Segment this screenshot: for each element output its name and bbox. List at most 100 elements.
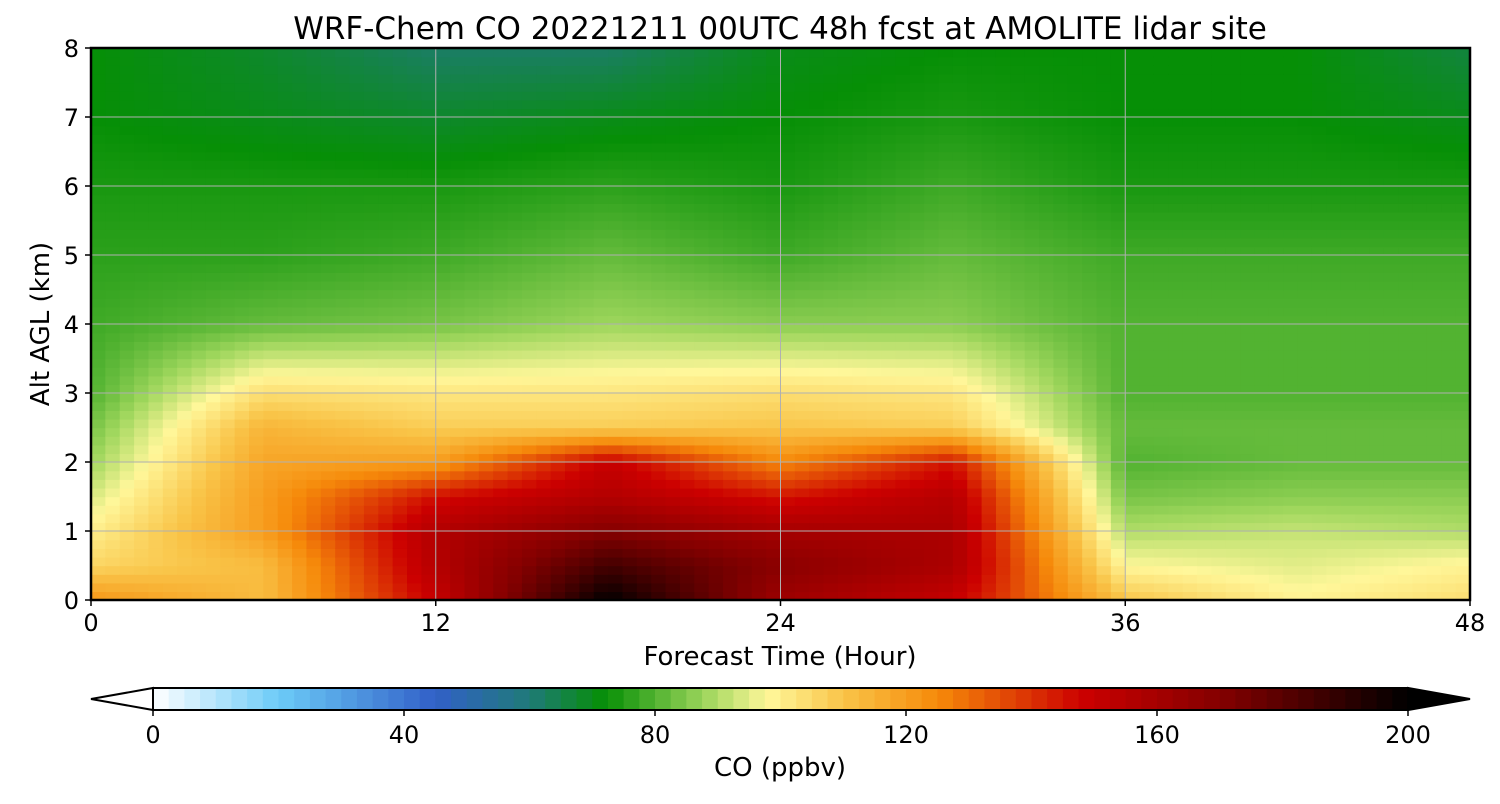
heat-cell [277, 99, 293, 110]
heat-cell [938, 237, 954, 248]
heat-cell [565, 513, 581, 524]
heat-cell [694, 410, 710, 420]
heat-cell [952, 108, 968, 118]
heat-cell [407, 349, 423, 360]
heat-cell [651, 375, 667, 386]
heat-cell [234, 289, 250, 299]
heat-cell [378, 99, 394, 110]
heat-cell [277, 462, 293, 472]
heat-cell [608, 142, 624, 153]
heat-cell [895, 289, 911, 299]
heat-cell [909, 367, 925, 377]
heat-cell [134, 453, 150, 463]
heat-cell [306, 487, 322, 498]
heat-cell [220, 99, 236, 110]
heat-cell [593, 220, 609, 230]
heat-cell [349, 298, 365, 308]
heat-cell [478, 151, 494, 161]
heat-cell [780, 48, 796, 58]
heat-cell [708, 151, 724, 161]
heat-cell [981, 470, 997, 480]
heat-cell [363, 505, 379, 515]
heat-cell [205, 168, 221, 179]
heat-cell [708, 306, 724, 317]
heat-cell [866, 117, 882, 127]
heat-cell [507, 487, 523, 498]
heat-cell [751, 522, 767, 532]
heat-cell [1197, 177, 1213, 187]
heat-cell [335, 444, 351, 455]
heat-cell [1153, 82, 1170, 92]
heat-cell [249, 177, 265, 187]
heat-cell [1096, 73, 1112, 84]
heat-cell [823, 384, 839, 394]
heat-cell [780, 591, 796, 601]
heat-cell [421, 160, 437, 170]
heat-cell [421, 134, 437, 144]
heat-cell [1067, 211, 1083, 222]
heat-cell [105, 91, 121, 101]
heat-cell [177, 505, 193, 515]
heat-cell [91, 168, 107, 179]
heat-cell [895, 453, 911, 463]
heat-cell [148, 315, 164, 325]
heat-cell [938, 479, 954, 489]
heat-cell [1082, 73, 1098, 84]
plot-area [89, 46, 1472, 602]
heat-cell [1082, 246, 1098, 256]
heat-cell [320, 479, 336, 489]
heat-cell [349, 470, 365, 480]
heat-cell [191, 56, 207, 66]
heat-cell [493, 211, 509, 222]
heat-cell [421, 306, 437, 317]
heat-cell [320, 341, 336, 351]
heat-cell [794, 367, 810, 377]
heat-cell [708, 332, 724, 342]
heat-cell [809, 272, 825, 282]
heat-cell [363, 574, 379, 584]
heat-cell [1110, 341, 1126, 351]
heat-cell [392, 548, 408, 558]
heat-cell [378, 255, 394, 265]
heat-cell [550, 151, 566, 161]
heat-cell [378, 211, 394, 222]
heat-cell [249, 194, 265, 204]
heat-cell [478, 582, 494, 593]
heat-cell [909, 548, 925, 558]
heat-cell [995, 332, 1012, 342]
heat-cell [249, 565, 265, 575]
heat-cell [1125, 444, 1141, 455]
heat-cell [866, 539, 882, 549]
heat-cell [363, 306, 379, 317]
heat-cell [363, 410, 379, 420]
heat-cell [349, 142, 365, 153]
heat-cell [809, 142, 825, 153]
heat-cell [177, 211, 193, 222]
heat-cell [450, 117, 466, 127]
heat-cell [952, 444, 968, 455]
heat-cell [766, 177, 782, 187]
heat-cell [478, 65, 494, 75]
heat-cell [335, 531, 351, 541]
heat-cell [177, 229, 193, 239]
heat-cell [593, 142, 609, 153]
heat-cell [1039, 246, 1055, 256]
heat-cell [205, 306, 221, 317]
heat-cell [952, 548, 968, 558]
heat-cell [1125, 203, 1141, 213]
heat-cell [837, 453, 854, 463]
heat-cell [665, 332, 681, 342]
heat-cell [1125, 401, 1141, 411]
heat-cell [823, 289, 839, 299]
heat-cell [263, 444, 279, 455]
heat-cell [751, 56, 767, 66]
heat-cell [119, 272, 135, 282]
heat-cell [220, 194, 236, 204]
heat-cell [837, 246, 854, 256]
heat-cell [967, 99, 983, 110]
heat-cell [335, 349, 351, 360]
heat-cell [909, 462, 925, 472]
heat-cell [1010, 436, 1026, 446]
heat-cell [435, 505, 451, 515]
heat-cell [119, 427, 135, 437]
